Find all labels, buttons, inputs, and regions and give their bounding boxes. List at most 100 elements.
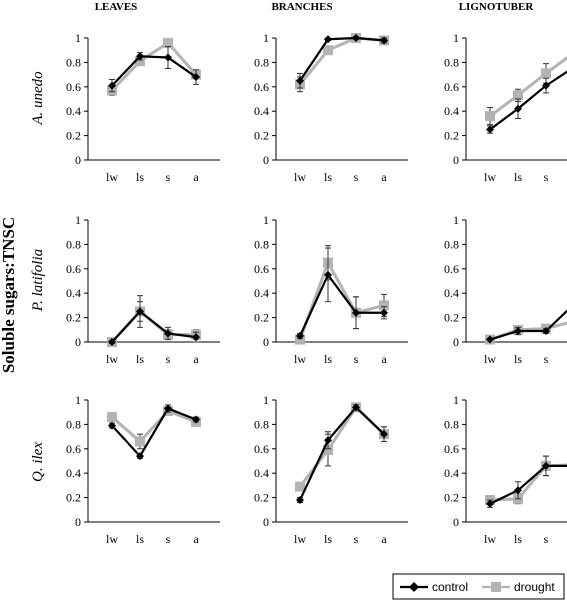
y-tick-label: 0 <box>263 153 269 167</box>
point-control <box>324 436 332 445</box>
point-control <box>192 73 200 82</box>
legend-label-control: control <box>432 580 468 594</box>
y-tick-label: 0.8 <box>66 417 81 431</box>
y-tick-label: 0 <box>75 153 81 167</box>
point-control <box>486 335 494 344</box>
point-control <box>380 36 388 45</box>
y-tick-label: 0.8 <box>444 417 459 431</box>
x-tick-label: a <box>193 352 199 366</box>
y-tick-label: 0.2 <box>66 129 81 143</box>
row-titles: A. unedo P. latifolia Q. ilex <box>30 71 46 482</box>
y-tick-label: 0.8 <box>254 237 269 251</box>
point-drought <box>163 37 173 48</box>
y-tick-label: 0 <box>453 153 459 167</box>
panel-p-latifolia-branches: 0 0.2 0.4 0.6 0.8 1 lw ls s a <box>254 213 408 366</box>
series-line-control <box>111 310 197 343</box>
y-tick-label: 0.2 <box>254 491 269 505</box>
legend-label-drought: drought <box>514 580 555 594</box>
x-tick-label: s <box>544 532 549 546</box>
series-drought <box>485 55 567 126</box>
point-drought <box>323 45 333 56</box>
point-control <box>514 104 522 113</box>
y-tick-label: 0.4 <box>254 104 269 118</box>
panels: 0 0.2 0.4 0.6 0.8 1 lw ls s a 0 0.2 0.4 0.6 0.8 1 lw ls s a… <box>66 31 567 546</box>
x-tick-label: lw <box>106 352 118 366</box>
x-tick-label: lw <box>294 532 306 546</box>
y-tick-label: 1 <box>75 213 81 227</box>
legend-marker-control <box>409 582 419 592</box>
point-control <box>296 76 304 85</box>
y-tick-label: 0.8 <box>254 55 269 69</box>
y-tick-label: 0.4 <box>444 286 459 300</box>
series-line-drought <box>489 55 567 118</box>
column-title-branches: BRANCHES <box>271 1 332 13</box>
point-control <box>108 421 116 430</box>
point-drought <box>107 412 117 423</box>
y-tick-label: 0.4 <box>66 466 81 480</box>
series-control <box>296 247 388 340</box>
y-tick-label: 0.2 <box>66 311 81 325</box>
y-tick-label: 0.8 <box>254 417 269 431</box>
series-line-drought <box>110 40 198 92</box>
y-tick-label: 0 <box>263 515 269 529</box>
legend: control drought <box>392 573 565 600</box>
series-line-control <box>299 272 384 337</box>
point-control <box>164 329 172 338</box>
point-control <box>352 403 360 412</box>
point-control <box>192 415 200 424</box>
point-control <box>514 327 522 336</box>
point-control <box>486 125 494 134</box>
point-drought <box>541 68 551 79</box>
x-tick-label: lw <box>294 170 306 184</box>
series-line-drought <box>298 259 385 341</box>
series-line-control <box>489 464 567 505</box>
y-tick-label: 0.6 <box>444 80 459 94</box>
point-drought <box>295 481 305 492</box>
x-tick-label: lw <box>484 170 496 184</box>
x-tick-label: a <box>193 532 199 546</box>
series-control <box>296 34 388 89</box>
x-tick-label: s <box>544 352 549 366</box>
y-tick-label: 0.4 <box>66 104 81 118</box>
series-control <box>108 46 200 93</box>
x-tick-label: lw <box>106 532 118 546</box>
y-tick-label: 0.6 <box>444 442 459 456</box>
point-drought <box>135 56 145 67</box>
y-tick-label: 0.8 <box>66 55 81 69</box>
point-control <box>514 486 522 495</box>
point-control <box>352 308 360 317</box>
point-control <box>164 53 172 62</box>
point-control <box>108 338 116 346</box>
x-tick-label: ls <box>324 532 332 546</box>
point-control <box>352 34 360 42</box>
x-tick-label: a <box>381 352 387 366</box>
y-tick-label: 0.6 <box>66 262 81 276</box>
point-drought <box>485 111 495 122</box>
point-control <box>136 452 144 461</box>
column-title-leaves: LEAVES <box>95 1 138 13</box>
series-line-control <box>111 55 197 87</box>
row-title-q-ilex: Q. ilex <box>30 442 46 482</box>
series-control <box>108 404 200 461</box>
y-tick-label: 1 <box>263 31 269 45</box>
point-control <box>324 35 332 44</box>
series-line-control <box>299 405 385 501</box>
series-line-drought <box>111 409 197 444</box>
series-control <box>486 70 567 134</box>
row-title-p-latifolia: P. latifolia <box>30 249 46 312</box>
y-tick-label: 0.4 <box>254 466 269 480</box>
series-drought <box>485 321 567 345</box>
y-tick-label: 0 <box>75 335 81 349</box>
x-tick-label: lw <box>484 352 496 366</box>
point-drought <box>513 90 523 101</box>
point-control <box>136 52 144 61</box>
y-tick-label: 1 <box>75 393 81 407</box>
y-tick-label: 1 <box>75 31 81 45</box>
panel-a-unedo-leaves: 0 0.2 0.4 0.6 0.8 1 lw ls s a <box>66 31 220 184</box>
y-tick-label: 0.8 <box>444 55 459 69</box>
point-control <box>542 327 550 336</box>
y-tick-label: 0.6 <box>254 442 269 456</box>
x-tick-label: s <box>354 170 359 184</box>
